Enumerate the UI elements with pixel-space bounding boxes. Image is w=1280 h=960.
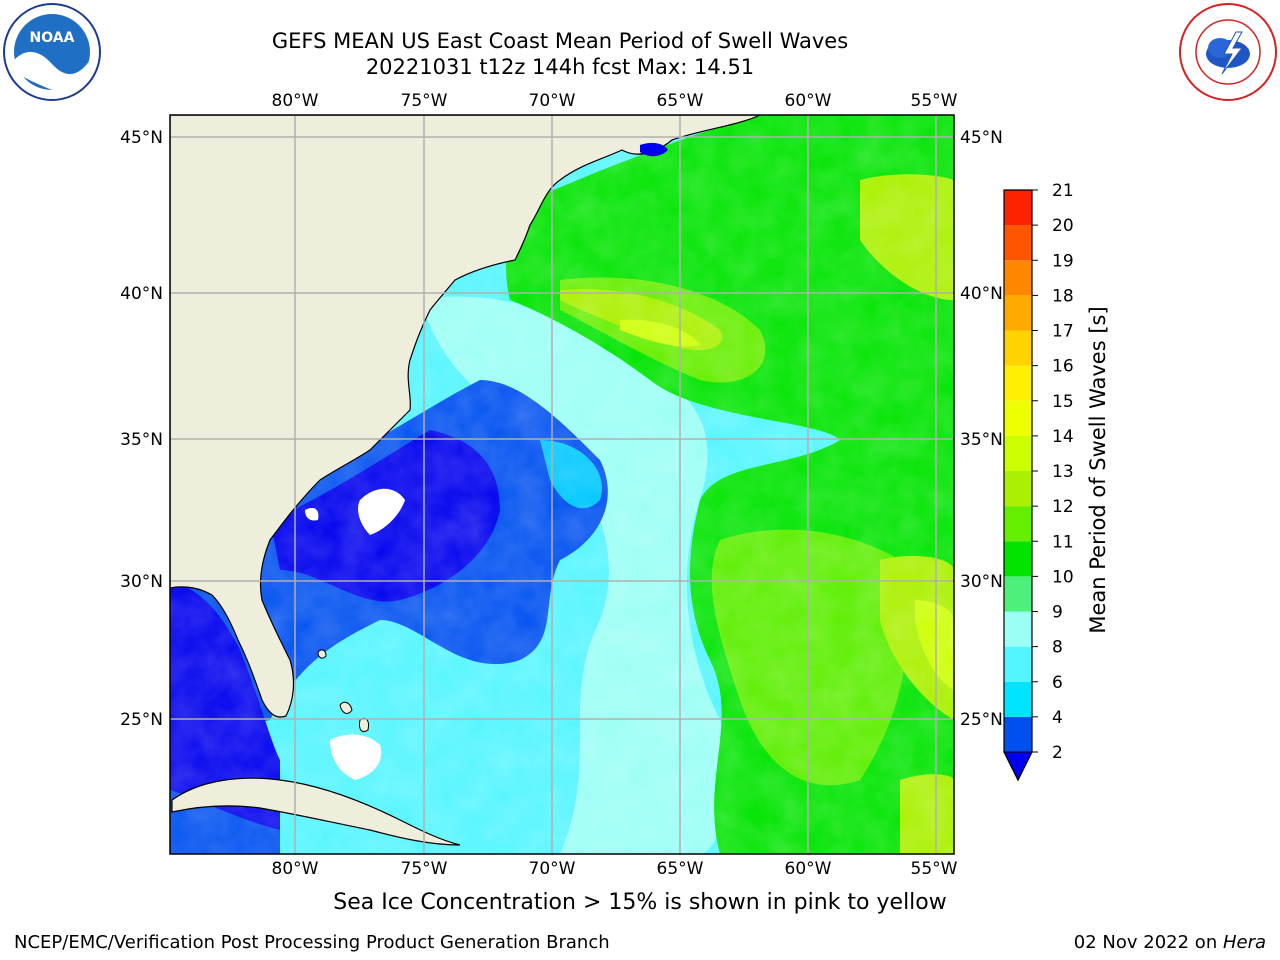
lat-label: 25°N (960, 710, 1003, 730)
colorbar-tick-label: 18 (1052, 286, 1074, 306)
lon-label: 55°W (911, 91, 958, 111)
lon-label: 65°W (657, 91, 704, 111)
colorbar-tick-label: 17 (1052, 322, 1074, 342)
colorbar-tick-label: 21 (1052, 181, 1074, 201)
lon-label: 75°W (401, 859, 448, 879)
lat-label: 35°N (960, 430, 1003, 450)
colorbar-tick-label: 12 (1052, 497, 1074, 517)
colorbar: 2 4 6 8 9 10 11 12 13 14 15 16 17 18 19 20 21 (1003, 181, 1074, 782)
forecast-subtitle: 20221031 t12z 144h fcst Max: 14.51 (365, 55, 755, 79)
lon-labels-bottom: 80°W 75°W 70°W 65°W 60°W 55°W (272, 859, 958, 879)
colorbar-segment (1004, 611, 1032, 647)
colorbar-segment (1004, 471, 1032, 507)
colorbar-under-arrow (1003, 751, 1033, 782)
colorbar-label: Mean Period of Swell Waves [s] (1086, 306, 1110, 633)
lon-label: 60°W (785, 91, 832, 111)
lon-label: 70°W (529, 859, 576, 879)
colorbar-segment (1004, 541, 1032, 577)
lon-label: 80°W (272, 91, 319, 111)
colorbar-segment (1004, 506, 1032, 542)
lat-label: 40°N (960, 284, 1003, 304)
lat-label: 45°N (960, 128, 1003, 148)
colorbar-segment (1004, 190, 1032, 226)
nws-logo (1179, 3, 1277, 101)
lon-label: 80°W (272, 859, 319, 879)
colorbar-segment (1004, 260, 1032, 296)
colorbar-segment (1004, 435, 1032, 471)
lat-label: 35°N (120, 430, 163, 450)
colorbar-tick-label: 10 (1052, 567, 1074, 587)
colorbar-tick-label: 9 (1052, 603, 1063, 623)
colorbar-segment (1004, 716, 1032, 752)
lat-label: 30°N (120, 572, 163, 592)
footer-credit: NCEP/EMC/Verification Post Processing Pr… (14, 932, 610, 953)
colorbar-tick-label: 16 (1052, 357, 1074, 377)
land (170, 115, 761, 846)
colorbar-segment (1004, 576, 1032, 612)
lon-label: 70°W (529, 91, 576, 111)
lon-label: 65°W (657, 859, 704, 879)
lon-label: 75°W (401, 91, 448, 111)
map-graticule (170, 115, 954, 854)
lat-label: 30°N (960, 572, 1003, 592)
sea-ice-caption: Sea Ice Concentration > 15% is shown in … (333, 890, 947, 915)
lat-label: 45°N (120, 128, 163, 148)
lat-label: 40°N (120, 284, 163, 304)
lon-labels-top: 80°W 75°W 70°W 65°W 60°W 55°W (272, 91, 958, 111)
colorbar-tick-label: 20 (1052, 216, 1074, 236)
lon-label: 60°W (785, 859, 832, 879)
colorbar-tick-label: 11 (1052, 532, 1074, 552)
colorbar-segment (1004, 225, 1032, 261)
colorbar-tick-label: 13 (1052, 462, 1074, 482)
chart-title: GEFS MEAN US East Coast Mean Period of S… (271, 29, 849, 53)
colorbar-tick-label: 4 (1052, 708, 1063, 728)
colorbar-segment (1004, 295, 1032, 331)
colorbar-tick-label: 15 (1052, 392, 1074, 412)
footer-date-text: 02 Nov 2022 on (1073, 932, 1223, 953)
colorbar-segment (1004, 400, 1032, 436)
colorbar-tick-label: 6 (1052, 673, 1063, 693)
lat-labels-left: 45°N 40°N 35°N 30°N 25°N (120, 128, 163, 730)
colorbar-tick-label: 19 (1052, 251, 1074, 271)
map-frame (169, 114, 955, 855)
noaa-text: NOAA (30, 30, 75, 46)
footer-date: 02 Nov 2022 on Hera (1074, 932, 1266, 953)
colorbar-segment (1004, 330, 1032, 366)
colorbar-frame (1003, 189, 1033, 782)
colorbar-segment (1004, 681, 1032, 717)
lon-label: 55°W (911, 859, 958, 879)
footer-host: Hera (1222, 932, 1266, 953)
colorbar-tick-label: 8 (1052, 638, 1063, 658)
noaa-logo: NOAA (3, 3, 101, 101)
lat-label: 25°N (120, 710, 163, 730)
colorbar-tick-label: 2 (1052, 743, 1063, 763)
colorbar-segment (1004, 646, 1032, 682)
colorbar-tick-label: 14 (1052, 427, 1074, 447)
lat-labels-right: 45°N 40°N 35°N 30°N 25°N (960, 128, 1003, 730)
colorbar-segment (1004, 365, 1032, 401)
